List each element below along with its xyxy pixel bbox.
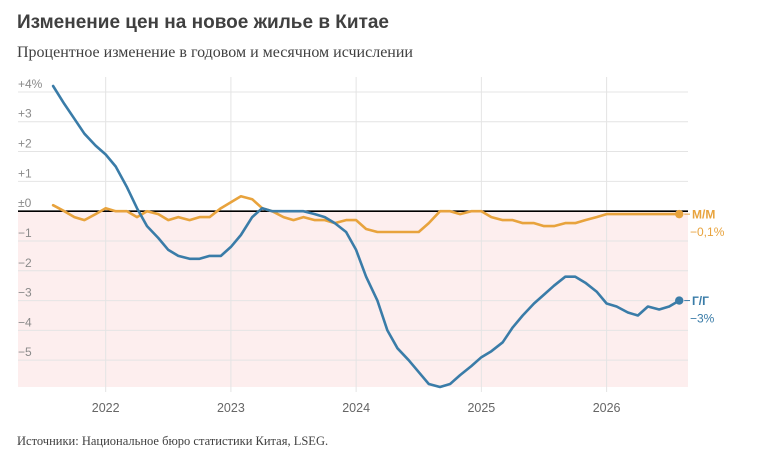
series-line-1: [51, 195, 681, 234]
series-last-value: −3%: [690, 312, 715, 326]
x-tick-label: 2024: [342, 401, 370, 415]
x-tick-label: 2025: [467, 401, 495, 415]
series-last-value: −0,1%: [690, 225, 725, 239]
chart-title: Изменение цен на новое жилье в Китае: [17, 12, 390, 33]
chart-subtitle: Процентное изменение в годовом и месячно…: [17, 44, 413, 61]
source-note: Источники: Национальное бюро статистики …: [17, 434, 329, 448]
y-tick-label: +3: [18, 107, 32, 121]
y-tick-label: ±0: [18, 196, 32, 210]
x-tick-label: 2023: [217, 401, 245, 415]
series-label: М/М: [692, 208, 715, 222]
x-tick-label: 2022: [92, 401, 120, 415]
series-end-point: [675, 296, 684, 305]
y-tick-label: −2: [18, 256, 32, 270]
y-tick-label: −4: [18, 315, 32, 329]
y-tick-label: +1: [18, 166, 32, 180]
y-tick-label: −5: [18, 345, 32, 359]
y-tick-label: −3: [18, 286, 32, 300]
y-tick-label: −1: [18, 226, 32, 240]
y-tick-label: +2: [18, 137, 32, 151]
series-end-point: [675, 209, 684, 219]
x-tick-label: 2026: [593, 401, 621, 415]
series-line-0: [51, 84, 681, 389]
series-label: Г/Г: [692, 294, 709, 308]
y-tick-label: +4%: [18, 77, 43, 91]
